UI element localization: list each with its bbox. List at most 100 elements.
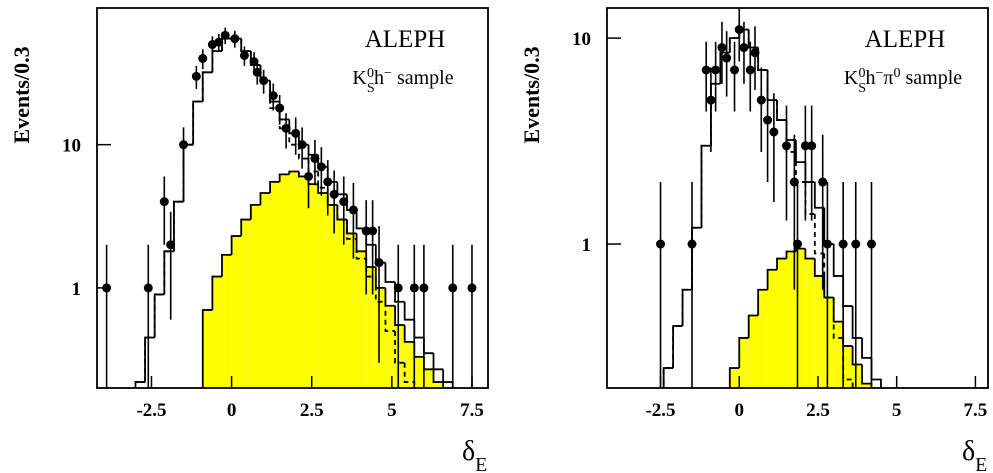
hist-fill bbox=[852, 364, 863, 388]
label-part: 0 bbox=[367, 66, 374, 81]
hist-step bbox=[182, 143, 194, 202]
data-point bbox=[166, 240, 176, 250]
hist-step bbox=[766, 69, 778, 101]
label-part: π bbox=[883, 67, 893, 89]
hist-fill bbox=[366, 266, 376, 388]
data-point bbox=[730, 65, 740, 75]
y-tick-label: 10 bbox=[62, 136, 81, 157]
hist-fill bbox=[843, 345, 853, 388]
hist-step bbox=[757, 47, 768, 71]
hist-step bbox=[700, 144, 711, 228]
hist-fill bbox=[414, 356, 424, 388]
label-part: E bbox=[475, 455, 487, 473]
data-point bbox=[214, 37, 224, 47]
data-point bbox=[789, 177, 799, 187]
hist-fill bbox=[375, 287, 386, 388]
x-tick-label: 7.5 bbox=[460, 400, 484, 421]
x-tick-label: 5 bbox=[387, 400, 397, 421]
hist-step bbox=[192, 100, 203, 145]
hist-step bbox=[173, 200, 184, 252]
hist-step bbox=[413, 341, 424, 358]
label-part: S bbox=[858, 81, 866, 96]
hist-step bbox=[355, 209, 367, 230]
hist-step bbox=[201, 71, 213, 102]
hist-step bbox=[384, 287, 396, 307]
hist-step bbox=[384, 262, 396, 283]
data-point bbox=[316, 162, 326, 172]
hist-step bbox=[134, 381, 146, 388]
hist-fill bbox=[279, 174, 290, 388]
hist-fill bbox=[786, 251, 796, 388]
label-part: h bbox=[865, 67, 875, 89]
data-point bbox=[701, 65, 711, 75]
hist-fill bbox=[729, 368, 740, 388]
hist-fill bbox=[241, 219, 251, 388]
data-point bbox=[750, 48, 760, 58]
hist-step bbox=[240, 38, 251, 53]
hist-step bbox=[851, 345, 863, 366]
hist-fill bbox=[404, 341, 415, 388]
hist-step bbox=[432, 369, 445, 388]
y-tick-label: 1 bbox=[72, 279, 82, 300]
label-part: − bbox=[384, 66, 392, 81]
hist-step bbox=[747, 314, 759, 338]
hist-step bbox=[813, 182, 825, 209]
hist-fill bbox=[327, 204, 338, 388]
hist-fill bbox=[260, 192, 271, 388]
hist-fill bbox=[318, 192, 328, 388]
hist-step bbox=[766, 69, 778, 101]
hist-fill bbox=[337, 219, 347, 388]
data-point bbox=[419, 283, 429, 293]
x-tick-label: 7.5 bbox=[964, 400, 988, 421]
x-tick-label: 2.5 bbox=[300, 400, 324, 421]
hist-step bbox=[317, 184, 328, 194]
data-point bbox=[807, 141, 817, 151]
hist-step bbox=[336, 204, 347, 221]
hist-step bbox=[163, 250, 174, 295]
hist-fill bbox=[212, 276, 222, 388]
data-point bbox=[793, 239, 802, 249]
label-part: K bbox=[352, 67, 367, 89]
data-point bbox=[291, 128, 301, 138]
y-axis-label: Events/0.3 bbox=[9, 46, 34, 143]
hist-step bbox=[662, 367, 674, 388]
x-tick-label: 0 bbox=[734, 400, 744, 421]
hist-step bbox=[317, 171, 328, 189]
hist-step bbox=[278, 108, 290, 130]
hist-step bbox=[201, 71, 213, 102]
y-tick-label: 1 bbox=[582, 235, 592, 256]
hist-step bbox=[394, 305, 405, 326]
hist-step bbox=[259, 192, 271, 205]
hist-step bbox=[298, 144, 309, 160]
hist-step bbox=[221, 37, 232, 52]
data-point bbox=[281, 123, 291, 133]
data-point bbox=[159, 197, 169, 207]
data-point bbox=[252, 67, 262, 77]
hist-step bbox=[221, 253, 232, 277]
hist-step bbox=[144, 336, 155, 383]
hist-fill bbox=[433, 382, 444, 388]
hist-step bbox=[384, 301, 396, 332]
hist-fill bbox=[395, 325, 405, 388]
hist-step bbox=[785, 250, 796, 259]
hist-step bbox=[804, 162, 815, 183]
hist-step bbox=[757, 288, 768, 316]
hist-fill bbox=[795, 248, 806, 388]
hist-step bbox=[355, 238, 367, 260]
data-point bbox=[769, 127, 779, 137]
hist-step bbox=[861, 337, 872, 359]
annotation: ALEPH bbox=[865, 26, 946, 53]
hist-fill bbox=[270, 181, 280, 388]
hist-step bbox=[776, 100, 787, 121]
data-point bbox=[745, 65, 755, 75]
annotation: ALEPH bbox=[365, 26, 446, 53]
x-tick-label: 2.5 bbox=[806, 400, 830, 421]
data-point bbox=[339, 197, 349, 207]
hist-step bbox=[423, 337, 434, 355]
hist-step bbox=[672, 325, 683, 369]
data-point bbox=[409, 283, 419, 293]
hist-step bbox=[738, 337, 749, 369]
hist-step bbox=[681, 288, 693, 327]
data-point bbox=[687, 239, 697, 249]
